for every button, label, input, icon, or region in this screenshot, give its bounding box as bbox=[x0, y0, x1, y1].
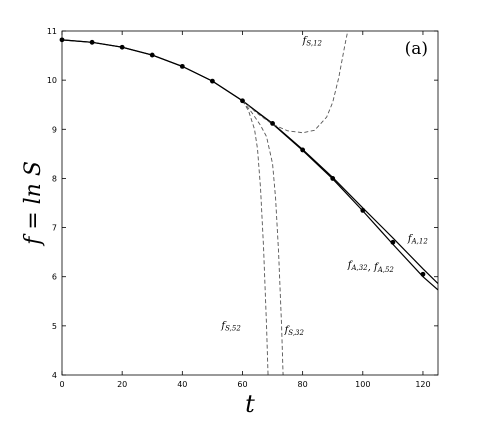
panel-label: (a) bbox=[405, 39, 428, 59]
y-tick-label: 11 bbox=[47, 27, 57, 36]
data-point bbox=[149, 52, 155, 58]
curve-annotation: fS,32 bbox=[284, 325, 305, 337]
data-point bbox=[420, 271, 426, 277]
y-tick-label: 6 bbox=[52, 273, 57, 282]
x-tick-label: 80 bbox=[298, 380, 308, 389]
y-tick-label: 9 bbox=[52, 125, 57, 134]
plot-background bbox=[62, 31, 438, 375]
y-tick-label: 10 bbox=[47, 76, 57, 85]
series-line-2 bbox=[242, 31, 349, 134]
x-tick-label: 100 bbox=[355, 380, 370, 389]
data-point bbox=[240, 98, 245, 104]
series-line-4 bbox=[242, 100, 284, 375]
x-tick-label: 40 bbox=[177, 380, 187, 389]
x-tick-label: 20 bbox=[117, 380, 127, 389]
data-point bbox=[270, 120, 275, 126]
x-tick-label: 120 bbox=[415, 380, 430, 389]
data-point bbox=[390, 239, 396, 245]
data-point bbox=[179, 63, 185, 69]
y-tick-label: 4 bbox=[52, 371, 57, 380]
y-tick-label: 8 bbox=[52, 174, 57, 183]
data-point bbox=[300, 147, 306, 153]
curve-annotation: fS,52 bbox=[220, 320, 241, 332]
data-point bbox=[119, 44, 125, 50]
curve-annotation: fS,12 bbox=[302, 35, 323, 47]
curve-annotation: fA,12 bbox=[407, 233, 428, 245]
series-line-1 bbox=[62, 39, 438, 291]
series-lines bbox=[62, 31, 438, 375]
series-line-3 bbox=[242, 100, 269, 375]
y-axis-label: f = ln S bbox=[21, 161, 46, 247]
plot-frame bbox=[61, 30, 439, 376]
curve-annotation: fA,32, fA,52 bbox=[347, 260, 395, 274]
x-axis-label: t bbox=[245, 390, 255, 418]
x-tick-label: 0 bbox=[59, 380, 64, 389]
x-tick-label: 60 bbox=[237, 380, 247, 389]
y-tick-label: 5 bbox=[52, 322, 57, 331]
data-point bbox=[360, 207, 366, 213]
data-points bbox=[59, 37, 426, 277]
data-point bbox=[330, 176, 336, 181]
y-tick-label: 7 bbox=[52, 224, 57, 233]
curve-annotations: fS,12 fA,12 fA,32, fA,52 fS,52 fS,32 bbox=[220, 35, 428, 337]
data-point bbox=[89, 39, 95, 45]
axis-ticks: 0 20 40 60 80 100 120 4 5 6 7 8 9 10 11 bbox=[47, 27, 438, 389]
data-point bbox=[210, 78, 215, 84]
